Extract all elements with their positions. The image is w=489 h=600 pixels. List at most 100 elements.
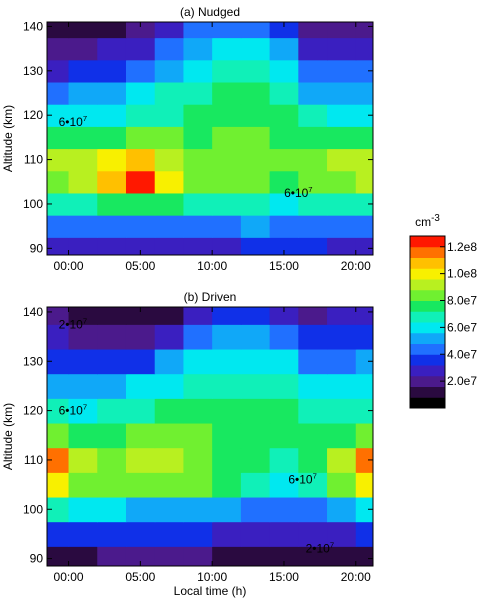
cell xyxy=(97,104,127,127)
cell xyxy=(355,472,373,498)
cell xyxy=(125,126,156,150)
cell xyxy=(327,546,357,566)
cell xyxy=(355,59,373,83)
cell xyxy=(327,422,357,449)
cell xyxy=(269,237,299,255)
cell xyxy=(183,496,213,523)
cell xyxy=(97,192,127,216)
y-axis-label: Altitude (km) xyxy=(1,105,15,172)
cell xyxy=(327,37,357,61)
cell xyxy=(298,81,328,105)
cell xyxy=(97,496,127,523)
cell xyxy=(154,104,185,127)
cell xyxy=(212,472,242,498)
cell xyxy=(240,447,271,473)
colorbar-swatch xyxy=(410,343,445,355)
cell xyxy=(212,348,242,375)
cell xyxy=(355,237,373,255)
cell xyxy=(240,324,271,350)
cell xyxy=(68,170,98,194)
cell xyxy=(298,373,328,399)
cell xyxy=(355,348,373,375)
cell xyxy=(327,170,357,194)
cell xyxy=(125,215,156,238)
cell xyxy=(355,307,373,325)
cell xyxy=(183,126,213,150)
cell xyxy=(68,447,98,473)
cell xyxy=(47,104,70,127)
cell xyxy=(47,521,70,547)
cell xyxy=(212,373,242,399)
cell xyxy=(154,59,185,83)
cell xyxy=(269,22,299,39)
cell xyxy=(240,59,271,83)
cell xyxy=(68,521,98,547)
cell xyxy=(240,373,271,399)
cell xyxy=(47,496,70,523)
cell xyxy=(47,398,70,424)
cell xyxy=(327,81,357,105)
cell xyxy=(327,447,357,473)
cell xyxy=(240,170,271,194)
x-tick-label: 20:00 xyxy=(341,259,371,273)
y-tick-label: 140 xyxy=(23,19,43,33)
cell xyxy=(68,422,98,449)
x-tick-label: 05:00 xyxy=(125,570,155,584)
cell xyxy=(154,398,185,424)
label-exponent: 7 xyxy=(83,316,87,325)
colorbar-tick-label: 8.0e7 xyxy=(447,294,477,308)
x-tick-label: 10:00 xyxy=(197,570,227,584)
cell xyxy=(327,22,357,39)
cell xyxy=(298,104,328,127)
cell xyxy=(298,348,328,375)
colorbar-tick-label: 6.0e7 xyxy=(447,320,477,334)
label-text: 2•10 xyxy=(59,317,84,331)
cell xyxy=(327,373,357,399)
cell xyxy=(154,81,185,105)
cell xyxy=(154,148,185,172)
cell xyxy=(125,192,156,216)
cell xyxy=(97,546,127,566)
colorbar-swatch xyxy=(410,268,445,280)
cell xyxy=(125,472,156,498)
cell xyxy=(355,422,373,449)
cell xyxy=(298,126,328,150)
cell xyxy=(298,22,328,39)
cell xyxy=(97,422,127,449)
cell xyxy=(97,521,127,547)
cell xyxy=(154,348,185,375)
cell xyxy=(68,22,98,39)
y-tick-label: 130 xyxy=(23,354,43,368)
cell xyxy=(125,22,156,39)
cell xyxy=(298,398,328,424)
cell xyxy=(47,348,70,375)
cell xyxy=(298,170,328,194)
label: 6•107 xyxy=(59,114,88,129)
cell xyxy=(183,170,213,194)
cell xyxy=(240,37,271,61)
cell xyxy=(327,192,357,216)
cell xyxy=(212,398,242,424)
cell xyxy=(183,81,213,105)
cell xyxy=(47,373,70,399)
cell xyxy=(68,215,98,238)
cell xyxy=(97,348,127,375)
cell xyxy=(154,126,185,150)
cell xyxy=(125,59,156,83)
cell xyxy=(240,348,271,375)
x-tick-label: 00:00 xyxy=(54,259,84,273)
cell xyxy=(240,81,271,105)
cell xyxy=(212,422,242,449)
cell xyxy=(212,104,242,127)
cell xyxy=(355,170,373,194)
cell xyxy=(97,447,127,473)
cell xyxy=(183,472,213,498)
label: 6•107 xyxy=(59,403,88,418)
cell xyxy=(154,373,185,399)
cell xyxy=(240,472,271,498)
cell xyxy=(154,422,185,449)
y-tick-label: 90 xyxy=(30,552,44,566)
cell xyxy=(47,307,70,325)
cell xyxy=(240,126,271,150)
cell xyxy=(298,422,328,449)
